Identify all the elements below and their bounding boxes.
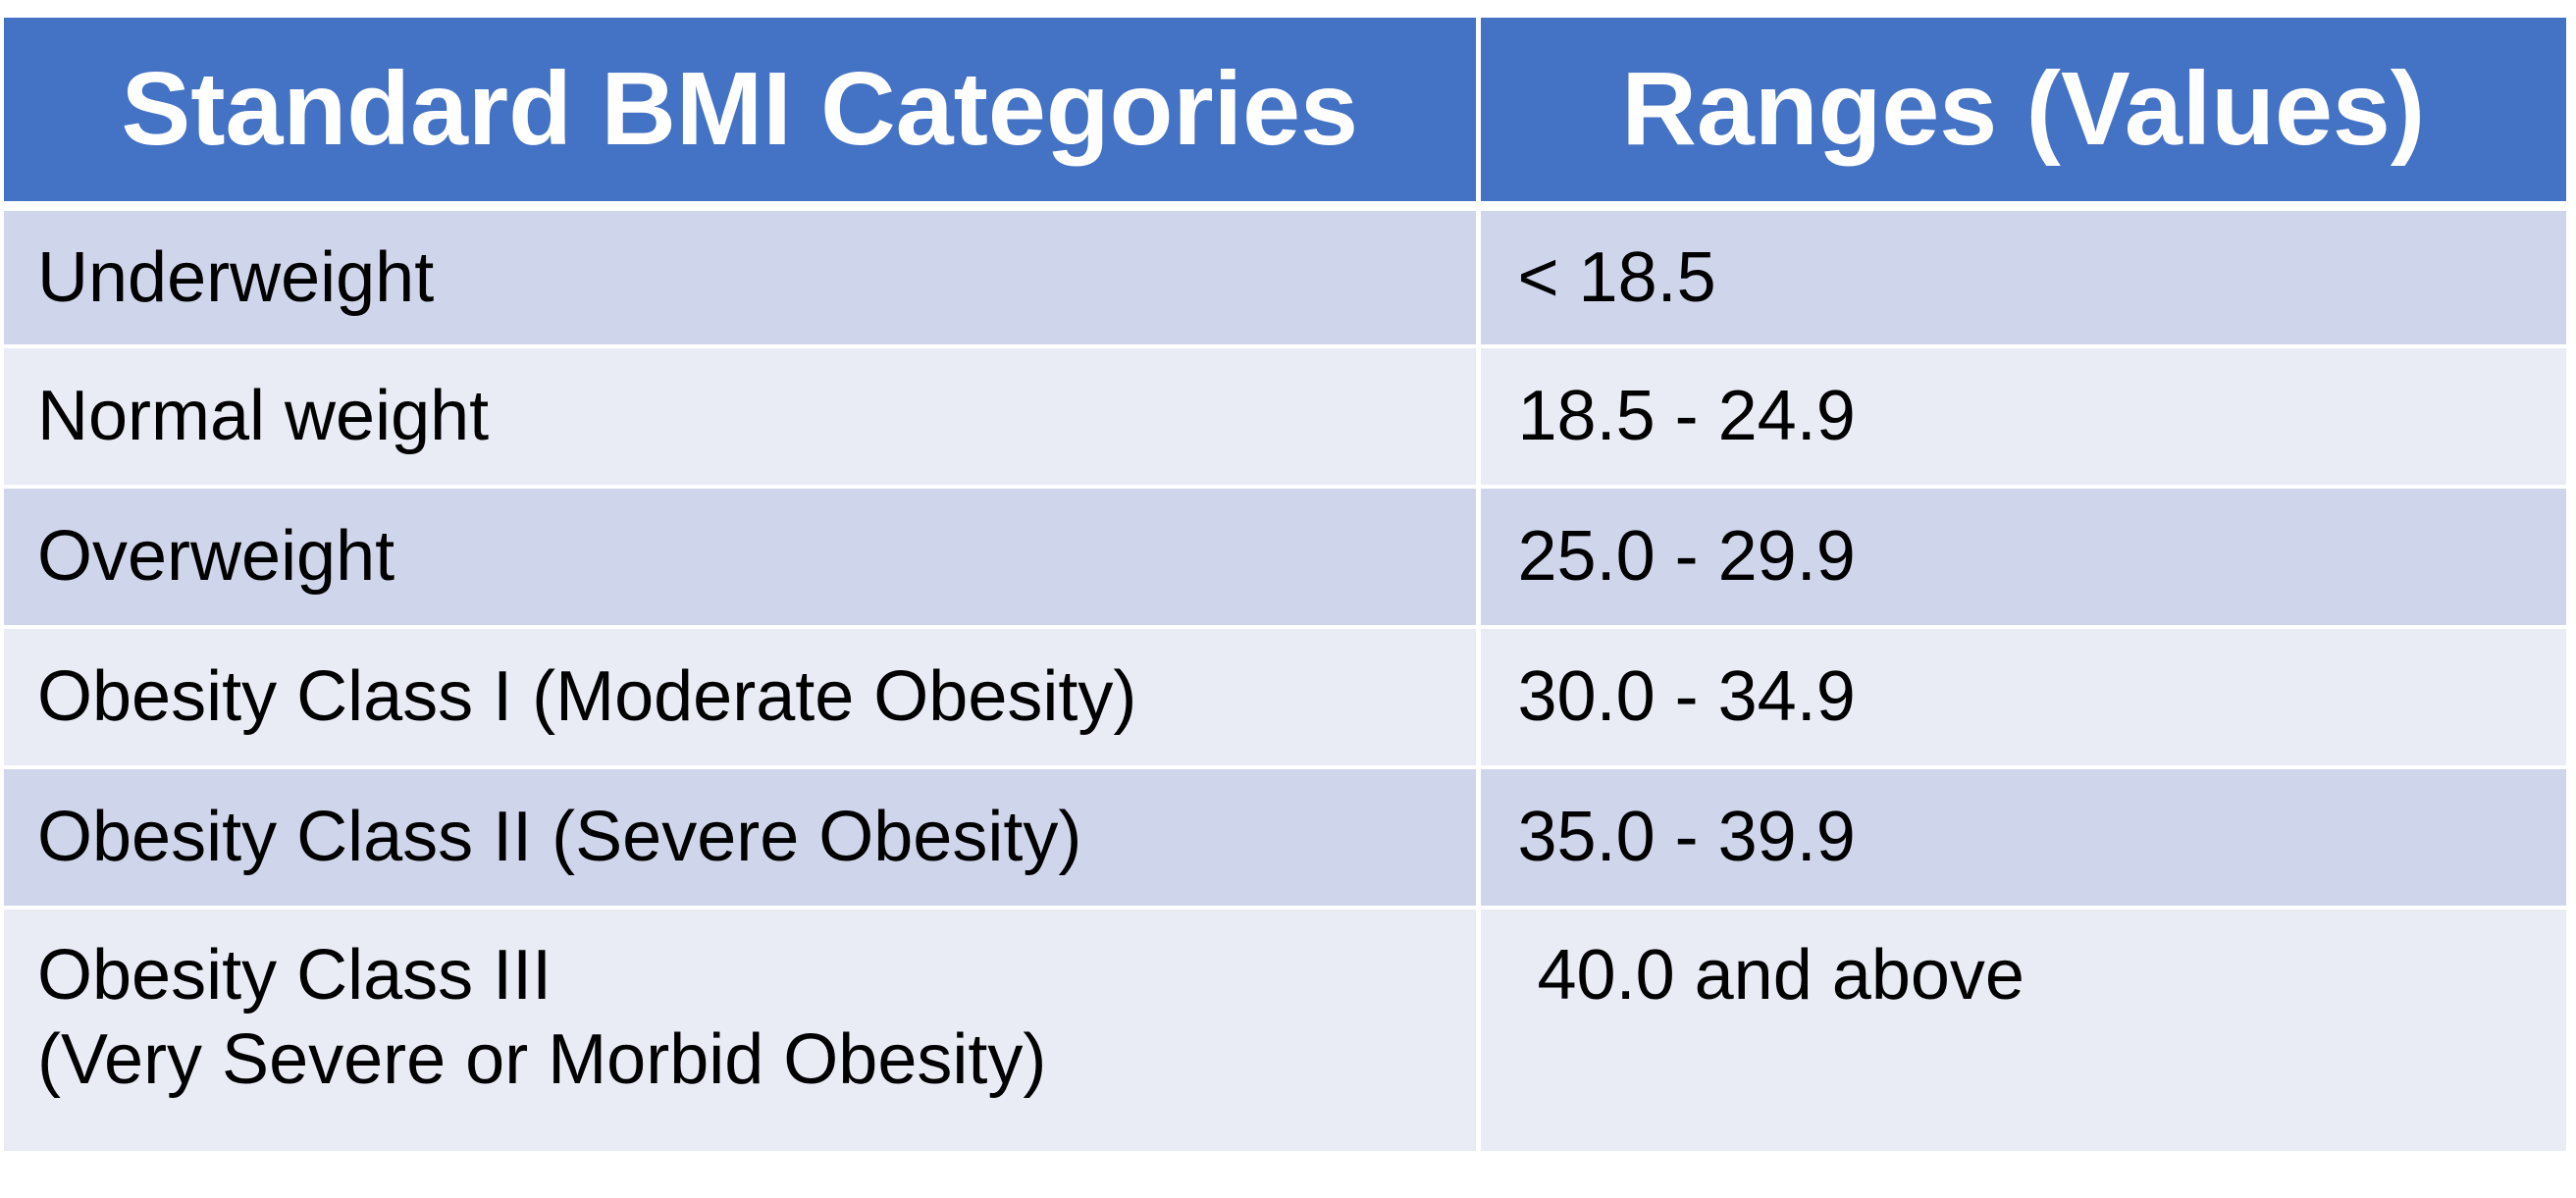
range-cell: 25.0 - 29.9 — [1478, 487, 2566, 629]
category-cell: Obesity Class III (Very Severe or Morbid… — [4, 908, 1481, 1155]
category-label: Obesity Class III — [37, 936, 552, 1015]
bmi-table: Standard BMI Categories Ranges (Values) … — [4, 18, 2566, 1155]
table-row: Obesity Class II (Severe Obesity) 35.0 -… — [4, 767, 2566, 910]
category-label: Normal weight — [37, 377, 490, 456]
category-cell: Overweight — [4, 487, 1481, 629]
table-row: Obesity Class I (Moderate Obesity) 30.0 … — [4, 627, 2566, 769]
category-cell: Underweight — [4, 206, 1481, 348]
category-label: Obesity Class I (Moderate Obesity) — [37, 657, 1137, 737]
category-label: Overweight — [37, 517, 395, 597]
category-cell: Obesity Class II (Severe Obesity) — [4, 767, 1481, 910]
table-row: Normal weight 18.5 - 24.9 — [4, 346, 2566, 489]
header-range: Ranges (Values) — [1478, 18, 2566, 211]
table-row: Underweight < 18.5 — [4, 206, 2566, 348]
category-cell: Obesity Class I (Moderate Obesity) — [4, 627, 1481, 769]
category-label: Obesity Class II (Severe Obesity) — [37, 798, 1082, 877]
table-row: Obesity Class III (Very Severe or Morbid… — [4, 908, 2566, 1155]
range-cell: 40.0 and above — [1478, 908, 2566, 1155]
table-row: Overweight 25.0 - 29.9 — [4, 487, 2566, 629]
table-body: Underweight < 18.5 Normal weight 18.5 - … — [4, 206, 2566, 1155]
category-label: Underweight — [37, 237, 435, 317]
header-category: Standard BMI Categories — [4, 18, 1481, 211]
range-cell: 18.5 - 24.9 — [1478, 346, 2566, 489]
category-sublabel: (Very Severe or Morbid Obesity) — [37, 1020, 1047, 1100]
range-cell: < 18.5 — [1478, 206, 2566, 348]
header-row: Standard BMI Categories Ranges (Values) — [4, 18, 2566, 211]
table-header: Standard BMI Categories Ranges (Values) — [4, 18, 2566, 211]
range-cell: 35.0 - 39.9 — [1478, 767, 2566, 910]
category-cell: Normal weight — [4, 346, 1481, 489]
range-cell: 30.0 - 34.9 — [1478, 627, 2566, 769]
